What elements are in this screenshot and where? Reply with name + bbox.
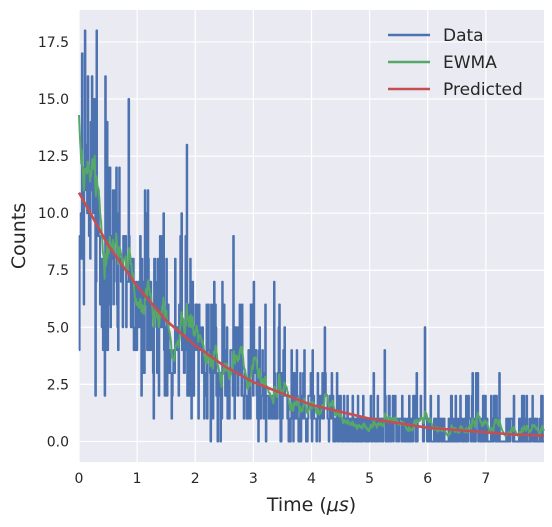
x-axis-label: Time (μs) [266,494,356,516]
legend-label: Predicted [443,80,523,100]
x-axis-label-unit: μs [326,494,349,516]
y-tick-label: 10.0 [38,206,69,222]
y-axis-label: Counts [8,203,30,269]
x-tick-label: 0 [75,471,84,487]
x-tick-label: 4 [307,471,316,487]
x-tick-label: 6 [423,471,432,487]
ticks: 0 1 2 3 4 5 6 7 0.0 2.5 5.0 7.5 10.0 12.5 15.0 17.5 [38,35,491,487]
x-axis-label-prefix: Time ( [266,494,327,516]
y-tick-label: 0.0 [47,434,69,450]
series-data-line [78,29,545,443]
y-tick-label: 15.0 [38,92,69,108]
legend-label: Data [443,26,484,46]
series-layer [77,29,545,443]
x-tick-label: 1 [133,471,142,487]
series-ewma-line [78,114,545,438]
x-tick-label: 3 [249,471,258,487]
x-tick-label: 5 [365,471,374,487]
x-axis-label-suffix: ) [349,494,356,516]
y-tick-label: 5.0 [47,320,69,336]
x-tick-label: 2 [191,471,200,487]
y-tick-label: 7.5 [47,263,69,279]
y-tick-label: 17.5 [38,35,69,51]
y-tick-label: 2.5 [47,377,69,393]
legend: Data EWMA Predicted [388,26,523,100]
series-predicted-line [77,191,545,437]
x-tick-label: 7 [481,471,490,487]
legend-label: EWMA [443,53,497,73]
y-tick-label: 12.5 [38,149,69,165]
